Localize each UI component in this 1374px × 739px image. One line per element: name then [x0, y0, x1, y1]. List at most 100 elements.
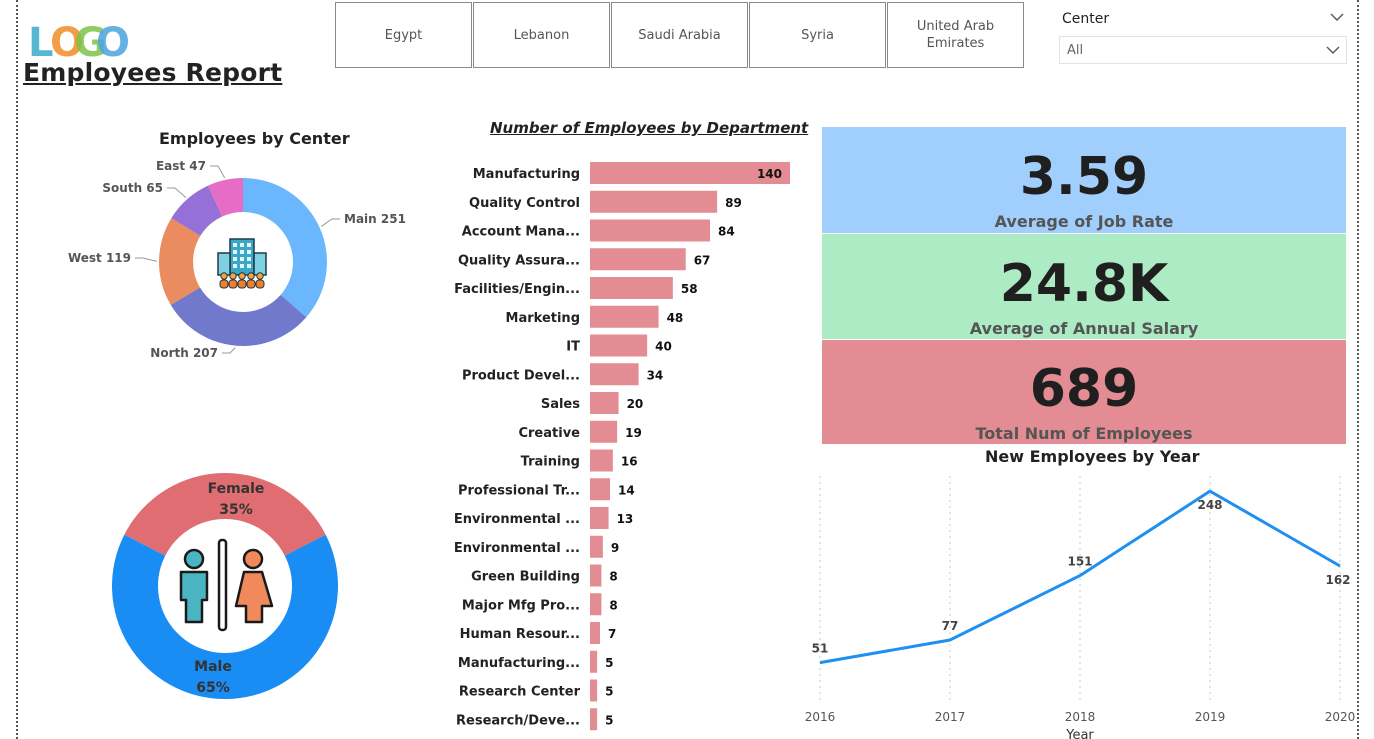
- building-window: [233, 250, 237, 254]
- center-filter-value: All: [1067, 43, 1084, 58]
- bar-data-label: 5: [605, 685, 613, 699]
- building-left-wing: [217, 252, 231, 276]
- slicer-item-syria[interactable]: Syria: [749, 2, 886, 68]
- bar-9: [590, 420, 618, 443]
- chevron-down-icon: [1326, 46, 1340, 54]
- slicer-item-uae[interactable]: United Arab Emirates: [887, 2, 1024, 68]
- person-head: [247, 272, 255, 280]
- gender-donut-chart: Female 35% Male 65%: [112, 473, 338, 700]
- bar-data-label: 34: [647, 368, 664, 382]
- slicer-item-egypt[interactable]: Egypt: [335, 2, 472, 68]
- kpi-job-rate-label: Average of Job Rate: [994, 212, 1174, 231]
- person-body: [246, 279, 256, 289]
- bar-category-label: Human Resour...: [460, 627, 580, 642]
- gender-slice-female: [124, 473, 326, 556]
- building-right-wing: [253, 252, 267, 276]
- slicer-item-lebanon[interactable]: Lebanon: [473, 2, 610, 68]
- year-line-chart: 2016 2017 2018 2019 2020 51 77 151 248 162 Year: [805, 476, 1355, 739]
- bar-category-label: Training: [521, 455, 580, 470]
- donut-leader-line: [135, 257, 158, 262]
- bar-18: [590, 679, 598, 702]
- donut-label-north: North 207: [150, 346, 218, 360]
- kpi-annual-salary: 24.8K Average of Annual Salary: [822, 234, 1346, 339]
- donut-slice-east: [208, 178, 243, 217]
- person-head: [238, 272, 246, 280]
- bar-data-label: 40: [655, 340, 672, 354]
- bar-data-label: 13: [617, 512, 634, 526]
- woman-body: [234, 570, 274, 624]
- bar-2: [590, 219, 710, 242]
- person-body: [237, 279, 247, 289]
- donut-slice-west: [159, 218, 201, 305]
- logo-letter-l: L: [28, 20, 54, 66]
- logo-letter-g: G: [74, 20, 107, 66]
- chevron-down-icon[interactable]: [1330, 10, 1344, 24]
- bar-category-label: Research Center: [459, 685, 581, 700]
- bar-19: [590, 708, 598, 731]
- logo: L O G O: [28, 20, 130, 66]
- bar-category-label: Research/Deve...: [456, 713, 580, 728]
- bar-16: [590, 622, 600, 644]
- donut-label-east: East 47: [156, 159, 206, 173]
- bar-category-label: Manufacturing: [473, 167, 580, 182]
- bar-8: [590, 392, 619, 414]
- gender-label-male: Male: [194, 659, 232, 675]
- gender-slice-male: [112, 534, 338, 700]
- gender-percent-female: 35%: [219, 502, 253, 518]
- bar-data-label: 14: [618, 483, 635, 497]
- bar-category-label: Creative: [518, 426, 580, 441]
- bar-data-label: 16: [621, 455, 638, 469]
- bar-data-label: 20: [627, 397, 644, 411]
- x-tick-label: 2020: [1325, 710, 1356, 724]
- bar-category-label: Account Mana...: [462, 225, 580, 240]
- bar-13: [590, 535, 603, 558]
- person-head: [229, 272, 237, 280]
- bar-category-label: Product Devel...: [462, 368, 580, 383]
- bar-5: [590, 305, 659, 328]
- department-bar-title: Number of Employees by Department: [490, 119, 809, 137]
- building-window: [233, 243, 237, 247]
- bar-10: [590, 449, 613, 472]
- report-frame-right: [1357, 0, 1359, 739]
- woman-head: [242, 548, 264, 570]
- bar-data-label: 67: [694, 253, 711, 267]
- building-window: [240, 250, 244, 254]
- bar-data-label: 84: [718, 225, 735, 239]
- kpi-salary-value: 24.8K: [999, 254, 1169, 314]
- person-body: [255, 279, 265, 289]
- bar-4: [590, 277, 673, 299]
- line-data-label: 151: [1067, 555, 1092, 569]
- donut-slice-south: [171, 185, 223, 236]
- x-tick-label: 2019: [1195, 710, 1226, 724]
- bar-data-label: 58: [681, 282, 698, 296]
- gender-percent-male: 65%: [196, 680, 230, 696]
- center-donut-title: Employees by Center: [159, 129, 350, 148]
- person-body: [228, 279, 238, 289]
- building-window: [240, 264, 244, 268]
- kpi-employees-label: Total Num of Employees: [975, 424, 1193, 443]
- bar-category-label: Major Mfg Pro...: [462, 598, 580, 613]
- building-window: [247, 250, 251, 254]
- bar-data-label: 140: [757, 167, 782, 181]
- bar-data-label: 19: [625, 426, 642, 440]
- bar-category-label: Environmental ...: [454, 512, 580, 527]
- country-slicer: Egypt Lebanon Saudi Arabia Syria United …: [335, 2, 1025, 68]
- bar-category-label: Green Building: [471, 570, 580, 585]
- donut-leader-line: [167, 187, 187, 199]
- building-window: [247, 264, 251, 268]
- slicer-item-saudi-arabia[interactable]: Saudi Arabia: [611, 2, 748, 68]
- bar-data-label: 8: [609, 570, 617, 584]
- bar-data-label: 89: [725, 196, 742, 210]
- kpi-employees-value: 689: [1029, 359, 1139, 419]
- donut-leader-line: [321, 218, 340, 227]
- bar-category-label: IT: [566, 340, 580, 355]
- donut-label-west: West 119: [68, 251, 131, 265]
- logo-letter-o: O: [50, 20, 84, 66]
- center-filter-dropdown[interactable]: All: [1059, 36, 1347, 64]
- bar-0: [590, 162, 790, 184]
- bar-category-label: Manufacturing...: [458, 656, 580, 671]
- building-window: [240, 243, 244, 247]
- bar-category-label: Environmental ...: [454, 541, 580, 556]
- bar-14: [590, 564, 602, 587]
